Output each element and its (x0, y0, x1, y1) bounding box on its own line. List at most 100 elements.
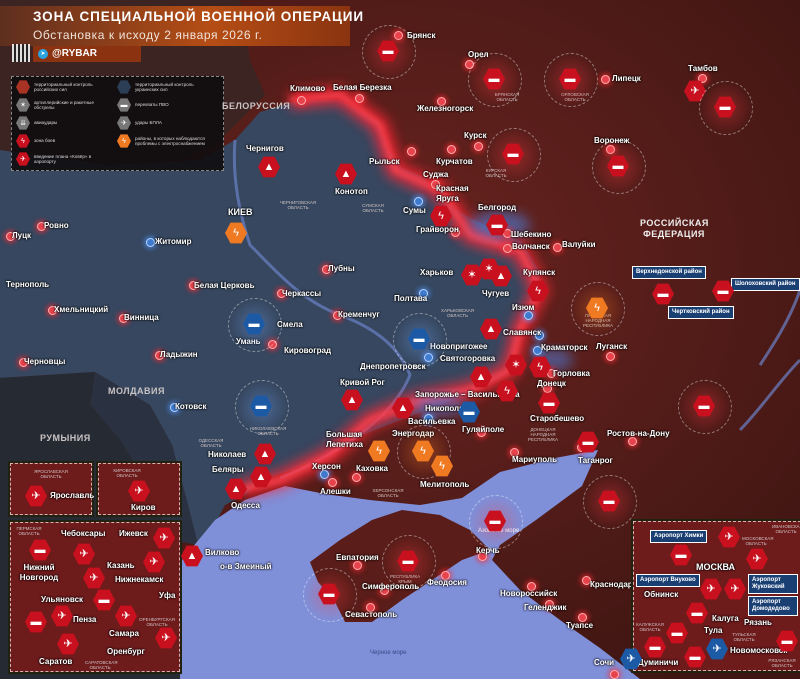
airport-closure-icon[interactable]: ✈ (73, 543, 95, 565)
airport-closure-icon[interactable]: ✈ (155, 627, 177, 649)
air-defense-icon[interactable]: ▬ (377, 40, 399, 62)
qr-code-icon[interactable] (12, 44, 30, 62)
power-outage-icon[interactable]: ϟ (412, 440, 434, 462)
artillery-icon[interactable]: ✶ (461, 264, 483, 286)
air-defense-icon[interactable]: ▬ (666, 622, 688, 644)
air-defense-icon[interactable]: ▬ (684, 646, 706, 668)
air-defense-icon[interactable]: ▬ (397, 550, 419, 572)
city-label: Ижевск (119, 529, 148, 538)
air-defense-icon[interactable]: ▬ (607, 155, 629, 177)
air-defense-icon[interactable]: ▬ (29, 539, 51, 561)
airstrike-icon[interactable]: ▲ (341, 389, 363, 411)
airport-closure-icon[interactable]: ✈ (128, 480, 150, 502)
air-defense-icon[interactable]: ▬ (250, 395, 272, 417)
air-defense-icon[interactable]: ▬ (538, 392, 560, 414)
city-marker-dot (447, 145, 456, 154)
city-label-konotop: Конотоп (335, 187, 368, 196)
air-defense-icon[interactable]: ▬ (25, 611, 47, 633)
legend: территориальный контроль российских сил … (11, 76, 224, 171)
airport-tag[interactable]: Аэропорт Химки (650, 530, 708, 543)
airport-closure-icon[interactable]: ✈ (143, 551, 165, 573)
airstrike-icon[interactable]: ▲ (258, 156, 280, 178)
brand-handle[interactable]: @RYBAR (52, 48, 97, 59)
airport-tag[interactable]: Аэропорт Жуковский (748, 574, 798, 594)
city-marker-dot (510, 448, 519, 457)
city-label-svyatogorovka: Святогоровка (440, 354, 496, 363)
city-label: Пенза (73, 615, 97, 624)
inset-moscow[interactable]: МОСКВА Обнинск Калуга Тула Рязань Новомосковс… (633, 521, 800, 671)
air-defense-icon[interactable]: ▬ (598, 490, 620, 512)
air-defense-icon[interactable]: ▬ (577, 431, 599, 453)
city-marker-dot (553, 243, 562, 252)
power-outage-icon[interactable]: ϟ (225, 222, 247, 244)
air-defense-icon[interactable]: ▬ (712, 280, 734, 302)
city-marker-dot (698, 74, 707, 83)
air-defense-icon[interactable]: ▬ (408, 328, 430, 350)
power-outage-icon[interactable]: ϟ (586, 297, 608, 319)
airstrike-icon[interactable]: ▲ (225, 478, 247, 500)
airstrike-icon[interactable]: ▲ (250, 466, 272, 488)
telegram-icon[interactable]: ➤ (38, 49, 48, 59)
inset-yaroslavl[interactable]: ЯРОСЛАВСКАЯ ОБЛАСТЬ ✈ Ярославль (10, 463, 94, 515)
air-defense-icon[interactable]: ▬ (93, 589, 115, 611)
city-marker-dot (419, 289, 428, 298)
air-defense-icon[interactable]: ▬ (502, 143, 524, 165)
air-defense-icon[interactable]: ▬ (714, 96, 736, 118)
air-defense-icon[interactable]: ▬ (559, 68, 581, 90)
airport-closure-icon[interactable]: ✈ (83, 567, 105, 589)
airport-closure-icon[interactable]: ✈ (746, 548, 768, 570)
air-defense-icon[interactable]: ▬ (318, 583, 340, 605)
air-defense-icon[interactable]: ▬ (686, 602, 708, 624)
air-defense-icon[interactable]: ▬ (693, 395, 715, 417)
combat-zone-icon[interactable]: ϟ (527, 280, 549, 302)
city-label-chuguev: Чугуев (482, 289, 510, 298)
airstrike-icon[interactable]: ▲ (490, 265, 512, 287)
airstrike-icon[interactable]: ▲ (470, 366, 492, 388)
air-defense-icon[interactable]: ▬ (484, 510, 506, 532)
combat-zone-icon[interactable]: ϟ (496, 380, 518, 402)
combat-zone-icon[interactable]: ϟ (529, 356, 551, 378)
airport-tag[interactable]: Аэропорт Домодедово (748, 596, 798, 616)
city-label-sochi: Сочи (594, 658, 615, 667)
airport-tag[interactable]: Аэропорт Внуково (636, 574, 700, 587)
airport-closure-icon[interactable]: ✈ (51, 605, 73, 627)
airport-closure-icon[interactable]: ✈ (718, 526, 740, 548)
city-marker-dot (6, 232, 15, 241)
drone-strike-icon[interactable]: ✈ (684, 80, 706, 102)
airport-closure-icon[interactable]: ✈ (57, 633, 79, 655)
district-tag-chertkovsky[interactable]: Чертковский район (668, 306, 734, 319)
inset-volga[interactable]: ПЕРМСКАЯ ОБЛАСТЬ Чебоксары Ижевск Нижний Но… (10, 522, 180, 672)
combat-zone-icon[interactable]: ϟ (430, 205, 452, 227)
airport-closure-icon[interactable]: ✈ (115, 605, 137, 627)
airstrike-icon[interactable]: ▲ (480, 318, 502, 340)
air-defense-icon[interactable]: ▬ (776, 630, 798, 652)
power-outage-icon[interactable]: ϟ (368, 440, 390, 462)
drone-strike-icon[interactable]: ✈ (620, 648, 642, 670)
city-label: Казань (107, 561, 135, 570)
airport-closure-icon[interactable]: ✈ (153, 527, 175, 549)
airport-closure-icon[interactable]: ✈ (724, 578, 746, 600)
airstrike-icon[interactable]: ▲ (335, 163, 357, 185)
district-tag-verkhnedonskoy[interactable]: Верхнедонской район (632, 266, 706, 279)
air-defense-icon[interactable]: ▬ (652, 283, 674, 305)
air-defense-icon[interactable]: ▬ (670, 544, 692, 566)
airport-closure-icon[interactable]: ✈ (700, 578, 722, 600)
air-defense-icon[interactable]: ▬ (243, 313, 265, 335)
airstrike-icon[interactable]: ▲ (181, 545, 203, 567)
air-defense-icon[interactable]: ▬ (483, 68, 505, 90)
power-outage-icon[interactable]: ϟ (431, 455, 453, 477)
city-label-novorossiysk: Новороссийск (500, 589, 558, 598)
artillery-icon[interactable]: ✶ (505, 354, 527, 376)
drone-strike-icon[interactable]: ✈ (706, 638, 728, 660)
airstrike-icon[interactable]: ▲ (254, 443, 276, 465)
legend-label: авиаудары (34, 120, 58, 126)
air-defense-icon[interactable]: ▬ (458, 401, 480, 423)
inset-kirov[interactable]: КИРОВСКАЯ ОБЛАСТЬ ✈ Киров (98, 463, 180, 515)
air-defense-icon[interactable]: ▬ (486, 214, 508, 236)
airport-closure-icon[interactable]: ✈ (25, 485, 47, 507)
city-label: Рязань (744, 618, 772, 627)
airstrike-icon[interactable]: ▲ (392, 397, 414, 419)
air-defense-icon[interactable]: ▬ (644, 636, 666, 658)
district-tag-sholokhovsky[interactable]: Шолоховский район (731, 278, 800, 291)
